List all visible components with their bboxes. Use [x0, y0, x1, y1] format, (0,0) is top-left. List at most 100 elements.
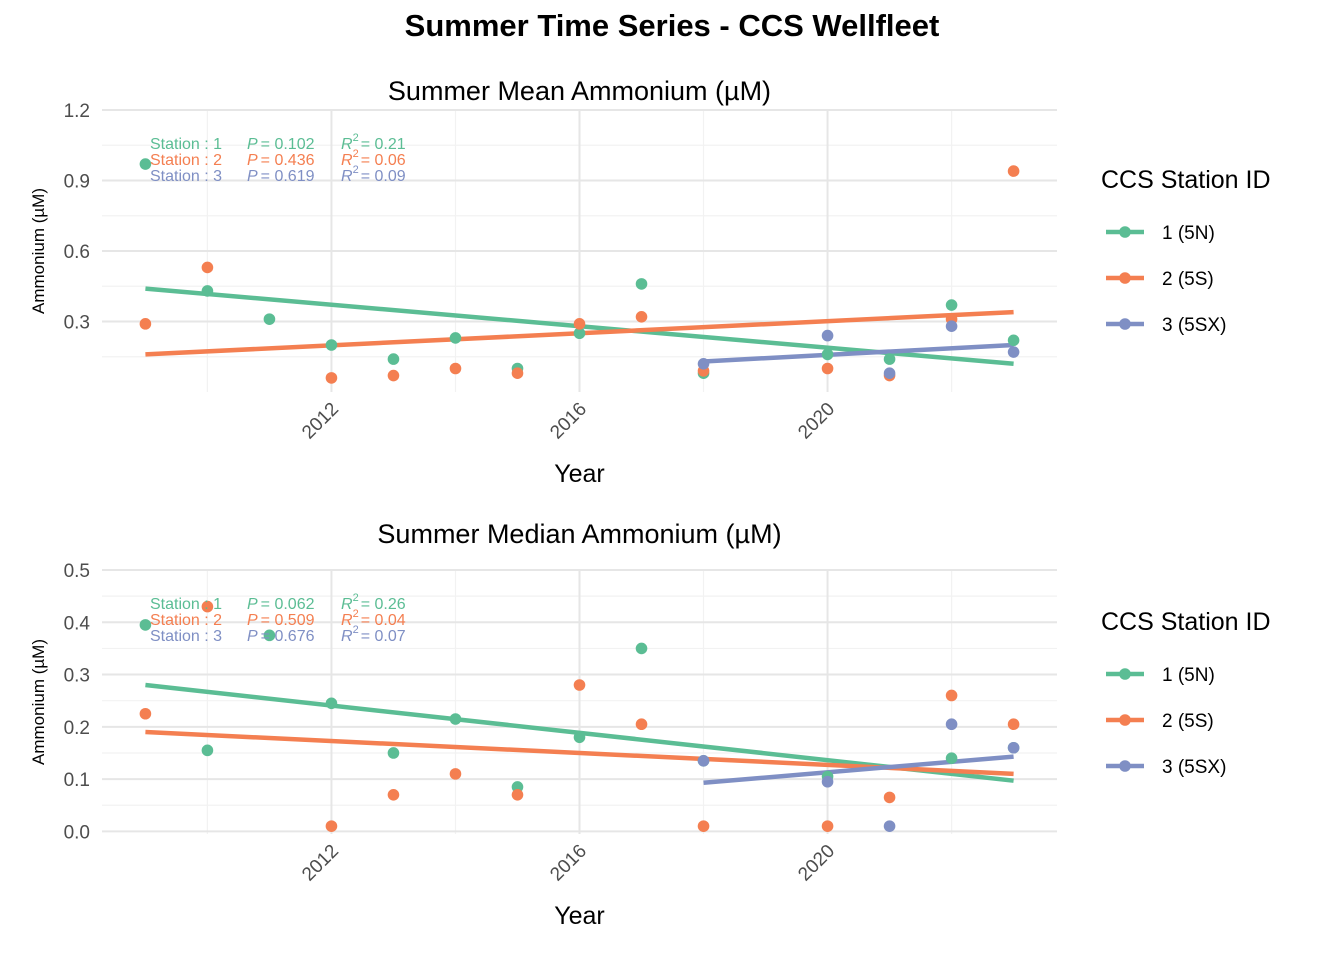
- data-point-station-2: [387, 788, 400, 801]
- x-tick-label: 2012: [298, 841, 343, 886]
- data-point-station-3: [883, 367, 896, 380]
- data-point-station-3: [1007, 741, 1020, 754]
- data-point-station-2: [635, 311, 648, 323]
- data-point-station-3: [821, 329, 834, 342]
- data-point-station-2: [635, 718, 648, 731]
- y-tick-label: 0.6: [64, 242, 90, 263]
- stat-annotation-station-2: Station : 2 P = 0.436 R2 = 0.06: [150, 148, 406, 169]
- data-point-station-3: [697, 755, 710, 767]
- y-tick-label: 0.5: [64, 561, 90, 582]
- annotation-r-symbol: R: [341, 596, 353, 613]
- data-point-station-2: [1007, 165, 1020, 177]
- stat-annotation-station-2: Station : 2 P = 0.509 R2 = 0.04: [150, 608, 406, 629]
- data-point-station-1: [263, 313, 276, 325]
- annotation-r-superscript: 2: [353, 148, 359, 160]
- legend-key-point-station-3: [1119, 318, 1131, 330]
- annotation-r-symbol: R: [341, 628, 353, 645]
- data-point-station-2: [511, 788, 524, 801]
- data-point-station-1: [387, 353, 400, 365]
- data-point-station-2: [821, 362, 834, 375]
- legend-key-point-station-2: [1119, 272, 1131, 284]
- legend-label-station-3: 3 (5SX): [1162, 315, 1226, 336]
- annotation-prefix: Station : 3: [150, 628, 222, 645]
- trend-line-station-3: [703, 342, 1014, 364]
- y-tick-label: 0.3: [64, 666, 90, 687]
- data-point-station-2: [201, 261, 214, 274]
- annotation-p-symbol: P: [247, 136, 258, 153]
- legend-label-station-3: 3 (5SX): [1162, 757, 1226, 778]
- annotation-r-symbol: R: [341, 612, 353, 629]
- data-point-station-1: [1007, 334, 1020, 347]
- annotation-prefix: Station : 1: [150, 596, 222, 613]
- y-tick-label: 0.2: [64, 718, 90, 739]
- legend-key-point-station-2: [1119, 714, 1131, 726]
- annotation-p-symbol: P: [247, 612, 258, 629]
- legend-label-station-1: 1 (5N): [1162, 665, 1215, 686]
- data-point-station-2: [883, 791, 896, 804]
- y-tick-label: 1.2: [64, 101, 90, 122]
- annotation-r2-value: = 0.09: [361, 168, 406, 185]
- data-point-station-3: [697, 358, 710, 370]
- x-tick-label: 2020: [794, 841, 839, 886]
- stat-annotation-station-3: Station : 3 P = 0.676 R2 = 0.07: [150, 624, 406, 645]
- data-point-station-3: [1007, 346, 1020, 358]
- data-point-station-2: [573, 679, 586, 691]
- data-point-station-1: [573, 731, 586, 744]
- annotation-prefix: Station : 2: [150, 612, 222, 629]
- x-tick-label: 2012: [298, 399, 343, 444]
- trend-line-station-3: [703, 754, 1014, 786]
- data-point-station-1: [449, 332, 462, 344]
- annotation-r-superscript: 2: [353, 624, 359, 636]
- data-point-station-1: [325, 697, 338, 710]
- annotation-r2-value: = 0.04: [361, 612, 406, 629]
- stat-annotation-station-1: Station : 1 P = 0.062 R2 = 0.26: [150, 592, 406, 613]
- annotation-p-value: = 0.509: [261, 612, 315, 629]
- data-point-station-2: [449, 768, 462, 780]
- legend-label-station-1: 1 (5N): [1162, 223, 1215, 244]
- annotation-p-value: = 0.436: [261, 152, 315, 169]
- y-axis-label: Ammonium (µM): [29, 188, 48, 314]
- figure-title: Summer Time Series - CCS Wellfleet: [404, 8, 940, 43]
- x-tick-label: 2020: [794, 399, 839, 444]
- annotation-r-superscript: 2: [353, 592, 359, 604]
- data-point-station-2: [325, 372, 338, 384]
- x-axis-label: Year: [554, 902, 605, 930]
- legend-title: CCS Station ID: [1101, 166, 1271, 194]
- data-point-station-2: [325, 820, 338, 832]
- y-tick-label: 0.3: [64, 313, 90, 334]
- x-tick-label: 2016: [546, 841, 591, 886]
- annotation-r-superscript: 2: [353, 164, 359, 176]
- legend-label-station-2: 2 (5S): [1162, 711, 1214, 732]
- y-tick-label: 0.4: [64, 613, 91, 634]
- data-point-station-1: [139, 619, 152, 631]
- data-point-station-1: [387, 747, 400, 759]
- panel-1: 0.3 0.6 0.9 1.2 2012 2016 2020 Summer Mean Ammo…: [29, 76, 1271, 488]
- data-point-station-2: [201, 600, 214, 613]
- data-point-station-2: [139, 707, 152, 720]
- data-point-station-2: [449, 362, 462, 375]
- data-point-station-1: [201, 285, 214, 297]
- y-tick-label: 0.0: [64, 822, 90, 843]
- annotation-r-superscript: 2: [353, 132, 359, 144]
- data-point-station-3: [945, 718, 958, 731]
- annotation-prefix: Station : 2: [150, 152, 222, 169]
- x-axis-label: Year: [554, 460, 605, 488]
- annotation-p-symbol: P: [247, 596, 258, 613]
- annotation-r2-value: = 0.07: [361, 628, 406, 645]
- annotation-prefix: Station : 1: [150, 136, 222, 153]
- legend: CCS Station ID 1 (5N) 2 (5S) 3 (5SX): [1101, 166, 1271, 336]
- data-point-station-1: [449, 713, 462, 725]
- data-point-station-2: [821, 820, 834, 832]
- legend-label-station-2: 2 (5S): [1162, 269, 1214, 290]
- data-point-station-2: [511, 367, 524, 380]
- y-tick-label: 0.1: [64, 770, 90, 791]
- data-point-station-2: [387, 369, 400, 382]
- data-point-station-2: [697, 820, 710, 832]
- data-point-station-1: [635, 642, 648, 655]
- annotation-r2-value: = 0.26: [361, 596, 406, 613]
- legend: CCS Station ID 1 (5N) 2 (5S) 3 (5SX): [1101, 608, 1271, 778]
- annotation-r-symbol: R: [341, 168, 353, 185]
- annotation-r-symbol: R: [341, 136, 353, 153]
- data-point-station-3: [883, 820, 896, 832]
